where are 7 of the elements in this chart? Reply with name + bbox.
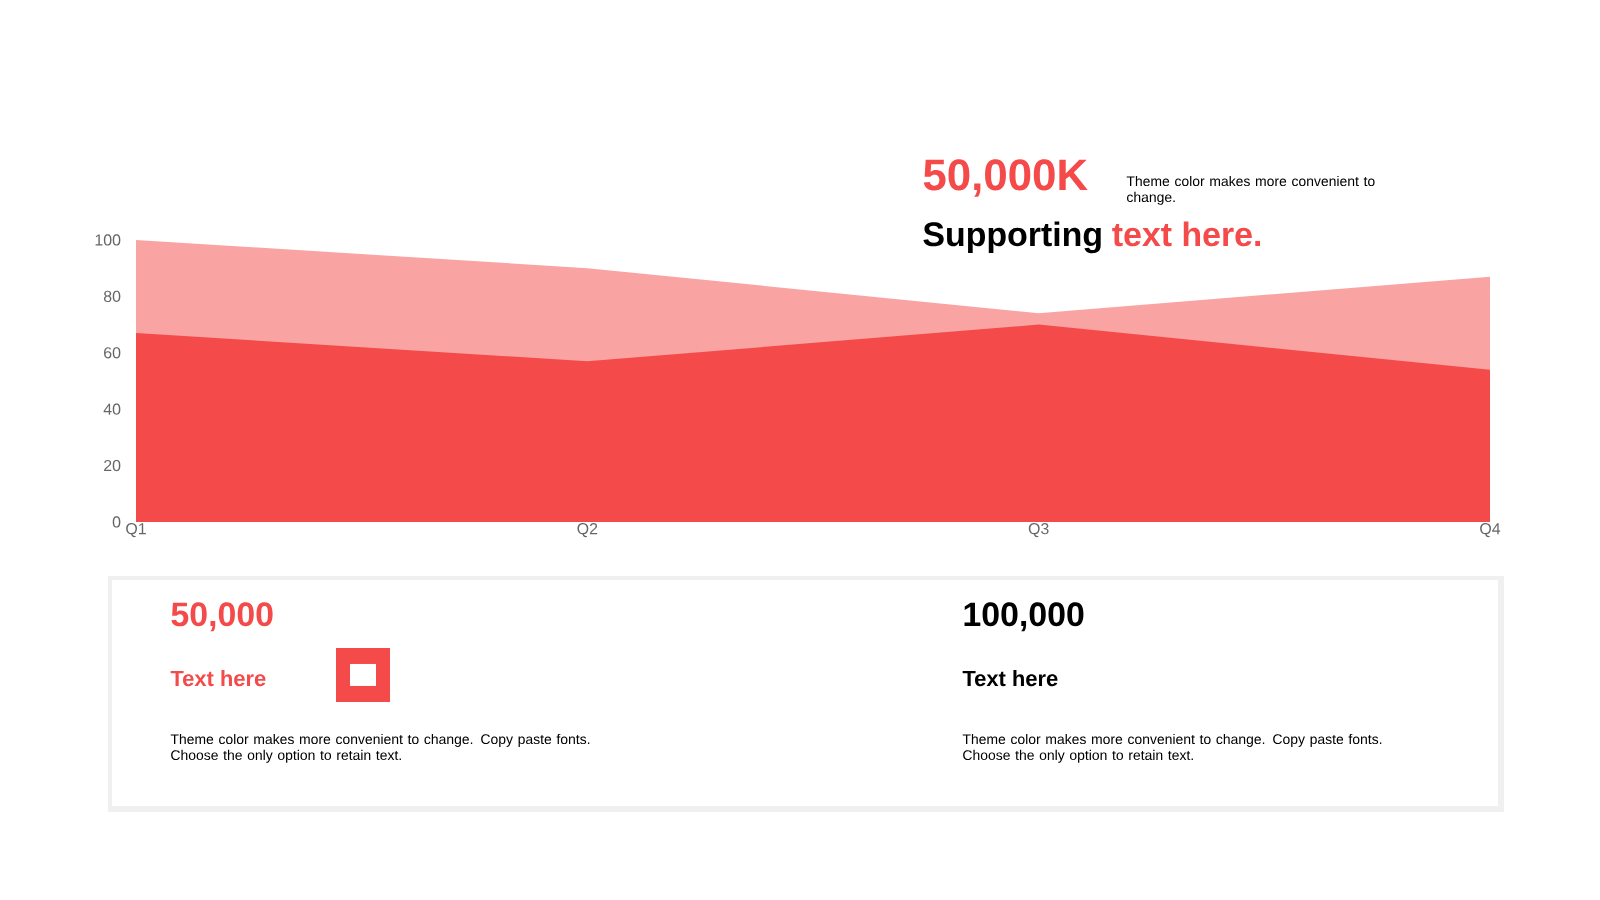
text: Text here [170, 670, 266, 687]
text: 50,000K [923, 159, 1088, 197]
annotation: Supporting [923, 221, 1101, 254]
annotation: text here. [1112, 221, 1261, 247]
text: 50,000 [171, 602, 273, 632]
text: Text here [962, 670, 1058, 687]
text: 100,000 [964, 602, 1084, 632]
